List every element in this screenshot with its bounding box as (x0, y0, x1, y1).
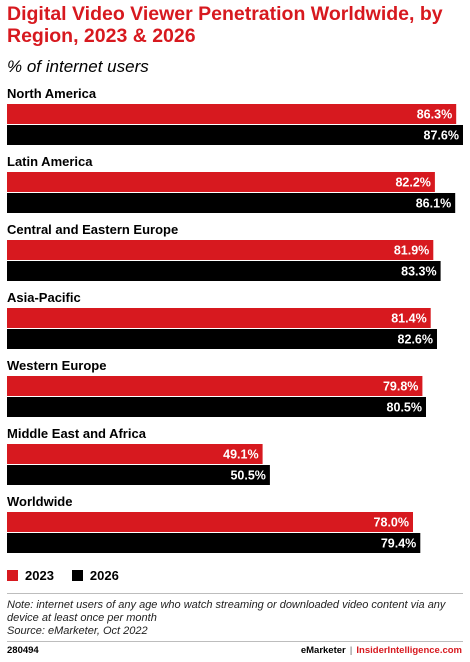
source-text: Source: eMarketer, Oct 2022 (7, 625, 148, 637)
value-label-worldwide-2023: 78.0% (374, 516, 409, 530)
brand-insider-intelligence: InsiderIntelligence.com (356, 645, 462, 656)
divider-bottom (7, 641, 463, 642)
category-label-middle-east-and-africa: Middle East and Africa (7, 426, 147, 441)
chart-id: 280494 (7, 645, 39, 656)
note-text: Note: internet users of any age who watc… (7, 599, 446, 624)
brand-emarketer: eMarketer (300, 645, 346, 656)
category-label-worldwide: Worldwide (7, 494, 72, 509)
footnote: Note: internet users of any age who watc… (7, 599, 462, 638)
value-label-asia-pacific-2026: 82.6% (398, 333, 433, 347)
value-label-latin-america-2023: 82.2% (395, 176, 430, 190)
footer-brand: eMarketer | InsiderIntelligence.com (301, 645, 462, 656)
value-label-western-europe-2026: 80.5% (387, 401, 422, 415)
bar-north-america-2026 (7, 125, 463, 145)
category-label-western-europe: Western Europe (7, 358, 106, 373)
legend-label-2026: 2026 (89, 568, 119, 583)
bar-western-europe-2026 (7, 397, 426, 417)
value-label-asia-pacific-2023: 81.4% (391, 312, 426, 326)
bar-middle-east-and-africa-2026 (7, 465, 270, 485)
bar-chart: North America 86.3% 87.6% Latin America 82.2… (7, 86, 463, 553)
chart-subtitle: % of internet users (7, 57, 149, 76)
bar-latin-america-2023 (7, 172, 435, 192)
category-label-central-and-eastern-europe: Central and Eastern Europe (7, 222, 178, 237)
brand-separator: | (349, 645, 353, 656)
legend-item-2026: 2026 (71, 568, 119, 583)
divider-top (7, 593, 463, 594)
bar-central-and-eastern-europe-2023 (7, 240, 434, 260)
bar-worldwide-2026 (7, 533, 421, 553)
bar-worldwide-2023 (7, 512, 413, 532)
value-label-middle-east-and-africa-2026: 50.5% (230, 469, 265, 483)
bar-north-america-2023 (7, 104, 457, 124)
bar-asia-pacific-2023 (7, 308, 431, 328)
bar-latin-america-2026 (7, 193, 456, 213)
value-label-central-and-eastern-europe-2023: 81.9% (394, 244, 429, 258)
value-label-western-europe-2023: 79.8% (383, 380, 418, 394)
legend-item-2023: 2023 (7, 568, 54, 583)
category-label-asia-pacific: Asia-Pacific (7, 290, 81, 305)
value-label-central-and-eastern-europe-2026: 83.3% (401, 265, 436, 279)
legend-swatch-2023 (7, 570, 18, 581)
legend: 2023 2026 (7, 568, 137, 583)
value-label-north-america-2023: 86.3% (417, 108, 452, 122)
category-label-latin-america: Latin America (7, 154, 93, 169)
value-label-latin-america-2026: 86.1% (416, 197, 451, 211)
chart-title: Digital Video Viewer Penetration Worldwi… (7, 3, 443, 47)
bar-western-europe-2023 (7, 376, 423, 396)
bar-central-and-eastern-europe-2026 (7, 261, 441, 281)
legend-label-2023: 2023 (25, 568, 54, 583)
bar-asia-pacific-2026 (7, 329, 437, 349)
legend-swatch-2026 (71, 570, 83, 581)
value-label-worldwide-2026: 79.4% (381, 537, 416, 551)
value-label-north-america-2026: 87.6% (424, 129, 459, 143)
value-label-middle-east-and-africa-2023: 49.1% (223, 448, 258, 462)
category-label-north-america: North America (7, 86, 97, 101)
bar-middle-east-and-africa-2023 (7, 444, 263, 464)
